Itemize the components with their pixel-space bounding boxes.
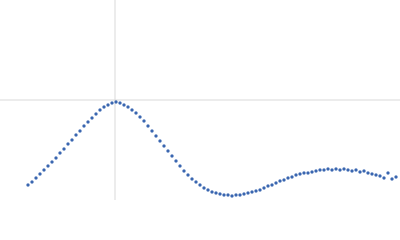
point: [158, 139, 162, 143]
point: [50, 160, 54, 164]
point: [34, 176, 38, 180]
point: [38, 172, 42, 176]
point: [338, 168, 342, 172]
point: [306, 171, 310, 175]
point: [250, 190, 254, 194]
point: [362, 169, 366, 173]
point: [266, 184, 270, 188]
point: [210, 190, 214, 194]
point: [162, 144, 166, 148]
point: [30, 180, 34, 184]
point: [322, 168, 326, 172]
point: [166, 149, 170, 153]
point: [394, 175, 398, 179]
point: [154, 134, 158, 138]
point: [262, 186, 266, 190]
page: {"chart_data": {"type": "scatter", "x": …: [0, 0, 400, 200]
point: [206, 188, 210, 192]
point: [110, 101, 114, 105]
point: [202, 186, 206, 190]
point: [214, 191, 218, 195]
point: [294, 173, 298, 177]
point: [242, 192, 246, 196]
point: [354, 168, 358, 172]
point: [82, 124, 86, 128]
point: [298, 172, 302, 176]
point: [330, 168, 334, 172]
point: [118, 101, 122, 105]
point: [286, 176, 290, 180]
point: [258, 188, 262, 192]
point: [138, 115, 142, 119]
point: [382, 176, 386, 180]
point: [346, 168, 350, 172]
point: [274, 181, 278, 185]
point: [390, 177, 394, 181]
point: [378, 174, 382, 178]
point: [198, 183, 202, 187]
point: [130, 108, 134, 112]
point: [234, 193, 238, 197]
point: [42, 168, 46, 172]
point: [342, 167, 346, 171]
point: [90, 116, 94, 120]
point: [182, 169, 186, 173]
point: [350, 169, 354, 173]
point: [126, 105, 130, 109]
point: [78, 129, 82, 133]
point: [62, 147, 66, 151]
point: [178, 164, 182, 168]
point: [310, 170, 314, 174]
point: [98, 108, 102, 112]
point: [326, 167, 330, 171]
point: [218, 192, 222, 196]
point: [86, 120, 90, 124]
point: [142, 119, 146, 123]
point: [150, 129, 154, 133]
point: [254, 189, 258, 193]
point: [58, 151, 62, 155]
point: [94, 112, 98, 116]
point: [370, 172, 374, 176]
point: [146, 124, 150, 128]
point: [278, 179, 282, 183]
point: [186, 173, 190, 177]
point: [74, 133, 78, 137]
point: [230, 194, 234, 198]
point: [290, 175, 294, 179]
point: [226, 193, 230, 197]
point: [374, 173, 378, 177]
point: [222, 193, 226, 197]
point: [54, 156, 58, 160]
point: [358, 170, 362, 174]
point: [314, 169, 318, 173]
point: [114, 100, 118, 104]
point: [302, 171, 306, 175]
point: [26, 183, 30, 187]
point: [174, 159, 178, 163]
point: [282, 178, 286, 182]
point: [66, 142, 70, 146]
point: [386, 171, 390, 175]
chart: [0, 0, 400, 200]
point: [318, 168, 322, 172]
point: [366, 171, 370, 175]
point: [238, 193, 242, 197]
point: [194, 180, 198, 184]
point: [106, 103, 110, 107]
point: [334, 167, 338, 171]
point: [270, 183, 274, 187]
point: [170, 154, 174, 158]
point: [46, 164, 50, 168]
point: [134, 111, 138, 115]
point: [102, 105, 106, 109]
point: [122, 103, 126, 107]
point: [246, 191, 250, 195]
point: [70, 138, 74, 142]
point: [190, 177, 194, 181]
